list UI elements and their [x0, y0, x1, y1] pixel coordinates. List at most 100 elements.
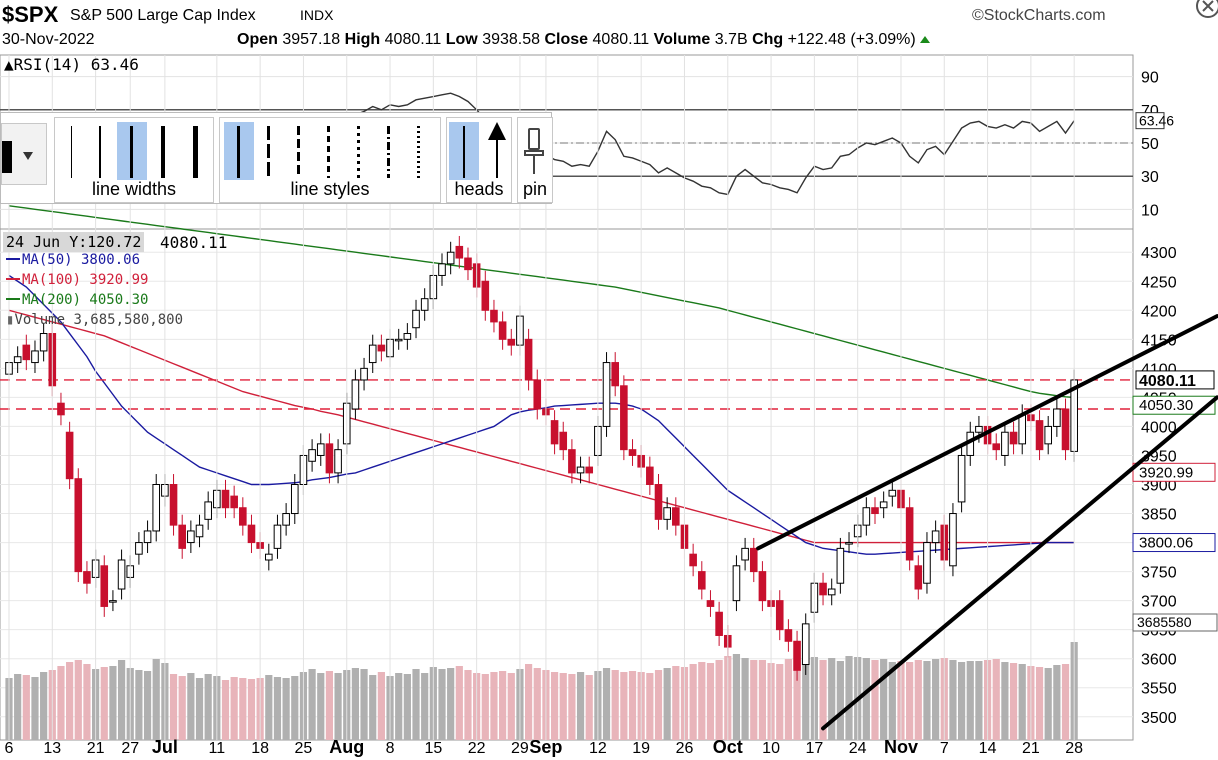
volume-bar: [291, 676, 299, 740]
volume-label: Volume: [653, 31, 711, 48]
candle-body: [13, 356, 22, 364]
ma-value-label: 3920.99: [1139, 464, 1193, 481]
candle-body: [403, 333, 412, 340]
volume-bar: [880, 659, 888, 740]
x-tick-label: 17: [805, 740, 823, 757]
legend-ma50-text: MA(50) 3800.06: [22, 252, 141, 268]
x-tick-label: 12: [589, 740, 607, 757]
volume-bar: [421, 673, 429, 740]
volume-bar: [351, 668, 359, 740]
candle-body: [1001, 431, 1009, 456]
candle-body: [65, 431, 74, 480]
arrow-head-option[interactable]: [496, 136, 498, 178]
no-head-option[interactable]: [463, 126, 465, 178]
line-style-dot-option[interactable]: [357, 126, 360, 178]
rsi-icon: ▲: [4, 55, 14, 74]
legend-ma200: MA(200) 4050.30: [6, 292, 148, 308]
legend-volume-text: Volume 3,685,580,800: [14, 312, 184, 328]
candle-body: [195, 524, 204, 538]
volume-bar: [836, 661, 844, 740]
crosshair-readout: 24 Jun Y:120.72: [3, 232, 145, 252]
candle-body: [273, 524, 282, 549]
x-tick-label: 11: [209, 740, 226, 757]
candle-body: [914, 565, 923, 590]
volume-bar: [1018, 664, 1026, 740]
line-width-1-option[interactable]: [71, 126, 72, 178]
candle-body: [360, 367, 368, 381]
volume-bar: [83, 664, 91, 740]
color-dropdown[interactable]: [1, 123, 47, 185]
legend-swatch: [6, 278, 20, 280]
candle-body: [187, 530, 195, 544]
volume-bar: [784, 659, 792, 740]
price-tick-label: 3550: [1141, 681, 1177, 698]
volume-bar: [195, 678, 204, 740]
candle-body: [368, 344, 377, 364]
volume-bar: [1044, 668, 1052, 740]
volume-bar: [672, 666, 680, 740]
line-style-fine-dot-option[interactable]: [417, 126, 420, 178]
candle-body: [654, 484, 663, 520]
line-width-5-option[interactable]: [193, 126, 198, 178]
volume-bar: [620, 672, 628, 740]
ma-value-box: [1132, 533, 1216, 553]
line-style-long-dash-option[interactable]: [267, 126, 270, 178]
candle-body: [524, 338, 533, 381]
candle-body: [22, 344, 31, 361]
volume-bar: [663, 668, 671, 740]
volume-bar: [395, 673, 403, 740]
volume-bar: [611, 670, 619, 740]
line-style-dash-dot-option[interactable]: [387, 126, 390, 178]
ma50-line: [8, 274, 1075, 555]
candle-body: [672, 507, 680, 526]
volume-bar: [412, 669, 420, 740]
volume-bar: [100, 667, 108, 740]
volume-bar: [369, 675, 377, 740]
x-tick-label: 29: [511, 740, 529, 757]
ohlc-summary: Open 3957.18 High 4080.11 Low 3938.58 Cl…: [237, 31, 930, 49]
candle-body: [923, 542, 931, 584]
volume-bar: [862, 658, 870, 740]
line-style-short-dash-option[interactable]: [327, 126, 330, 178]
candle-body: [308, 449, 316, 462]
line-width-4-option[interactable]: [161, 126, 165, 178]
low-value: 3938.58: [482, 31, 541, 48]
volume-bar: [533, 668, 541, 740]
rsi-last-box: [1135, 112, 1165, 130]
candle-body: [992, 443, 1001, 451]
line-width-2-option[interactable]: [99, 126, 101, 178]
volume-bar: [689, 664, 697, 740]
volume-bars-icon: ▮: [6, 312, 15, 328]
heads-caption: heads: [454, 179, 504, 199]
volume-bar: [1053, 665, 1061, 740]
volume-bar: [464, 670, 472, 740]
x-tick-label: 18: [251, 740, 269, 757]
x-tick-label: 21: [1022, 740, 1040, 757]
chg-value: +122.48 (+3.09%): [787, 31, 916, 48]
legend-ma200-text: MA(200) 4050.30: [22, 292, 149, 308]
annotation-toolbar: line widths line styles heads pin: [0, 112, 553, 204]
line-widths-caption: line widths: [91, 179, 177, 199]
volume-bar: [438, 669, 446, 740]
candle-body: [230, 495, 238, 509]
candle-body: [793, 640, 801, 671]
volume-bar: [715, 660, 723, 740]
brand-logo[interactable]: ©StockCharts.com: [972, 7, 1106, 24]
candle-body: [57, 402, 65, 416]
line-width-3-option[interactable]: [130, 126, 133, 178]
candle-body: [975, 425, 983, 433]
close-icon[interactable]: [1196, 0, 1218, 18]
volume-bar: [1009, 663, 1018, 740]
volume-bar: [602, 668, 611, 740]
high-value: 4080.11: [384, 31, 442, 48]
volume-last-label: 3685580: [1137, 614, 1192, 630]
volume-bar: [559, 673, 567, 740]
volume-bar: [221, 680, 230, 740]
pin-group[interactable]: pin: [517, 117, 553, 203]
x-tick-label: 8: [386, 740, 395, 757]
price-tick-label: 3600: [1141, 652, 1177, 669]
candle-body: [732, 565, 741, 602]
line-style-dash-option[interactable]: [297, 126, 300, 178]
line-style-solid-option[interactable]: [237, 126, 240, 178]
candle-body: [169, 484, 178, 526]
